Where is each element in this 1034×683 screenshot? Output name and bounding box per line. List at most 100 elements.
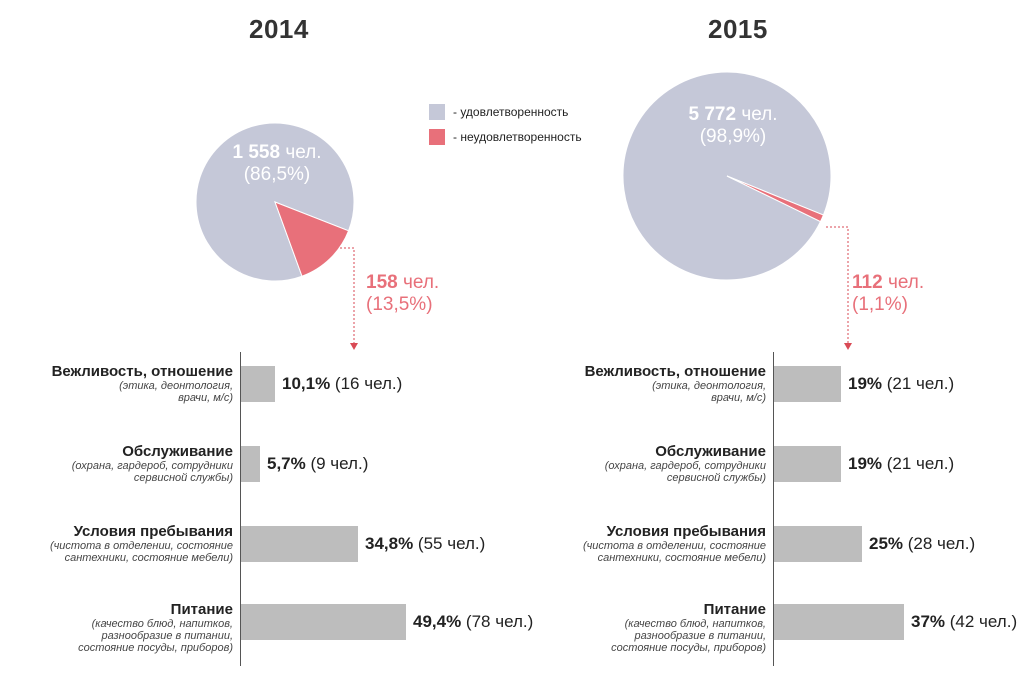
bar-value-label-2015-4: 37% (42 чел.) [911, 612, 1017, 632]
bar-2014-2 [241, 446, 260, 482]
bar-count: (42 чел.) [945, 612, 1018, 631]
bar-2014-4 [241, 604, 406, 640]
category-title: Вежливость, отношение [51, 363, 233, 380]
bar-value-label-2014-2: 5,7% (9 чел.) [267, 454, 368, 474]
category-subtitle-line: состояние посуды, приборов) [611, 642, 766, 654]
bar-count: (55 чел.) [413, 534, 486, 553]
category-subtitle-line: сервисной службы) [133, 472, 233, 484]
category-title: Питание [703, 601, 766, 618]
category-title: Вежливость, отношение [584, 363, 766, 380]
bar-value-label-2014-4: 49,4% (78 чел.) [413, 612, 533, 632]
bar-2015-3 [774, 526, 862, 562]
pie-2014-satisfied-percent: (86,5%) [243, 164, 311, 185]
bar-count: (16 чел.) [330, 374, 403, 393]
category-subtitle-line: (охрана, гардероб, сотрудники [71, 460, 233, 472]
category-subtitle-line: состояние посуды, приборов) [78, 642, 233, 654]
pie-2014-slice-dissatisfied [274, 201, 350, 277]
category-title: Условия пребывания [73, 523, 233, 540]
bar-2015-1 [774, 366, 841, 402]
category-subtitle-line: сервисной службы) [666, 472, 766, 484]
legend-label-satisfied: - удовлетворенность [453, 105, 569, 119]
bar-percent: 10,1% [282, 374, 331, 393]
pie-2014-dissatisfied-unit: чел. [402, 272, 440, 293]
category-subtitle-line: (этика, деонтология, [652, 380, 766, 392]
bar-percent: 49,4% [413, 612, 462, 631]
category-label-2015-2: Обслуживание (охрана, гардероб, сотрудник… [604, 443, 766, 485]
pie-2015-satisfied-percent: (98,9%) [699, 126, 767, 147]
bar-percent: 19% [848, 454, 883, 473]
category-subtitle-line: (этика, деонтология, [119, 380, 233, 392]
bar-value-label-2015-1: 19% (21 чел.) [848, 374, 954, 394]
category-label-2015-3: Условия пребывания (чистота в отделении, … [582, 523, 766, 565]
bar-count: (21 чел.) [882, 454, 955, 473]
pie-2014-dissatisfied-count: 158 [366, 272, 398, 293]
category-label-2015-1: Вежливость, отношение (этика, деонтология… [584, 363, 766, 405]
arrowhead-2014 [350, 343, 358, 350]
bar-count: (9 чел.) [305, 454, 369, 473]
category-subtitle-line: (охрана, гардероб, сотрудники [604, 460, 766, 472]
pie-2015-satisfied-count: 5 772 [688, 104, 737, 125]
category-subtitle-line: врачи, м/с) [711, 392, 766, 404]
pie-2015-satisfied-unit: чел. [741, 104, 778, 125]
year-title-2015: 2015 [708, 14, 768, 44]
category-label-2014-2: Обслуживание (охрана, гардероб, сотрудник… [71, 443, 233, 485]
bar-count: (21 чел.) [882, 374, 955, 393]
category-subtitle-line: (качество блюд, напитков, [624, 618, 766, 630]
bar-value-label-2015-2: 19% (21 чел.) [848, 454, 954, 474]
pie-2015-dissatisfied-unit: чел. [887, 272, 925, 293]
pie-chart-2015 [622, 71, 832, 281]
bar-percent: 37% [911, 612, 946, 631]
bar-count: (28 чел.) [903, 534, 976, 553]
category-label-2015-4: Питание (качество блюд, напитков, разнообр… [611, 601, 766, 655]
bar-2014-1 [241, 366, 275, 402]
pie-2014-satisfied-label: 1 558 чел. (86,5%) [207, 142, 347, 186]
bar-percent: 34,8% [365, 534, 414, 553]
bar-count: (78 чел.) [461, 612, 534, 631]
category-label-2014-3: Условия пребывания (чистота в отделении, … [49, 523, 233, 565]
legend-dissatisfied: - неудовлетворенность [429, 129, 582, 145]
pie-2015-slice-dissatisfied [726, 175, 825, 223]
pie-2015-dissatisfied-percent: (1,1%) [852, 294, 908, 315]
bar-value-label-2015-3: 25% (28 чел.) [869, 534, 975, 554]
category-subtitle-line: сантехники, состояние мебели) [597, 552, 766, 564]
connector-2014 [340, 247, 355, 345]
category-subtitle-line: (качество блюд, напитков, [91, 618, 233, 630]
bar-2015-4 [774, 604, 904, 640]
connector-2015 [826, 226, 849, 345]
pie-2014-dissatisfied-label: 158 чел. (13,5%) [366, 272, 439, 316]
year-title-2014: 2014 [249, 14, 309, 44]
pie-2015-dissatisfied-count: 112 [852, 272, 883, 293]
category-subtitle-line: разнообразие в питании, [634, 630, 766, 642]
legend-satisfied: - удовлетворенность [429, 104, 568, 120]
legend-label-dissatisfied: - неудовлетворенность [453, 130, 582, 144]
bar-percent: 5,7% [267, 454, 306, 473]
category-label-2014-1: Вежливость, отношение (этика, деонтология… [51, 363, 233, 405]
bar-axis-2015 [773, 352, 774, 666]
bar-percent: 25% [869, 534, 904, 553]
pie-2015-satisfied-label: 5 772 чел. (98,9%) [663, 104, 803, 148]
category-title: Условия пребывания [606, 523, 766, 540]
bar-value-label-2014-3: 34,8% (55 чел.) [365, 534, 485, 554]
pie-2015-dissatisfied-label: 112 чел. (1,1%) [852, 272, 924, 316]
category-subtitle-line: (чистота в отделении, состояние [582, 540, 766, 552]
arrowhead-2015 [844, 343, 852, 350]
bar-2014-3 [241, 526, 358, 562]
category-subtitle-line: разнообразие в питании, [101, 630, 233, 642]
category-subtitle-line: врачи, м/с) [178, 392, 233, 404]
category-title: Обслуживание [655, 443, 766, 460]
category-title: Питание [170, 601, 233, 618]
bar-axis-2014 [240, 352, 241, 666]
pie-2014-satisfied-count: 1 558 [232, 142, 281, 163]
category-label-2014-4: Питание (качество блюд, напитков, разнообр… [78, 601, 233, 655]
category-subtitle-line: (чистота в отделении, состояние [49, 540, 233, 552]
pie-2014-dissatisfied-percent: (13,5%) [366, 294, 433, 315]
category-subtitle-line: сантехники, состояние мебели) [64, 552, 233, 564]
legend-swatch-dissatisfied [429, 129, 445, 145]
legend-swatch-satisfied [429, 104, 445, 120]
category-title: Обслуживание [122, 443, 233, 460]
bar-percent: 19% [848, 374, 883, 393]
bar-2015-2 [774, 446, 841, 482]
pie-chart-2014 [195, 122, 355, 282]
bar-value-label-2014-1: 10,1% (16 чел.) [282, 374, 402, 394]
